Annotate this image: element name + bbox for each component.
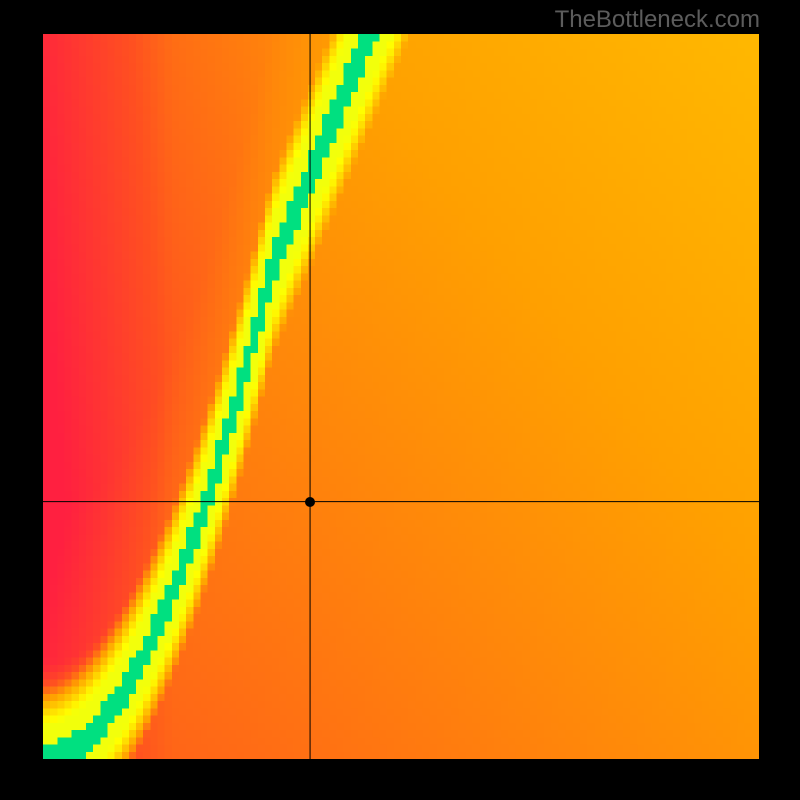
chart-container: TheBottleneck.com [0,0,800,800]
watermark-text: TheBottleneck.com [555,6,760,34]
heatmap-canvas [43,34,759,759]
